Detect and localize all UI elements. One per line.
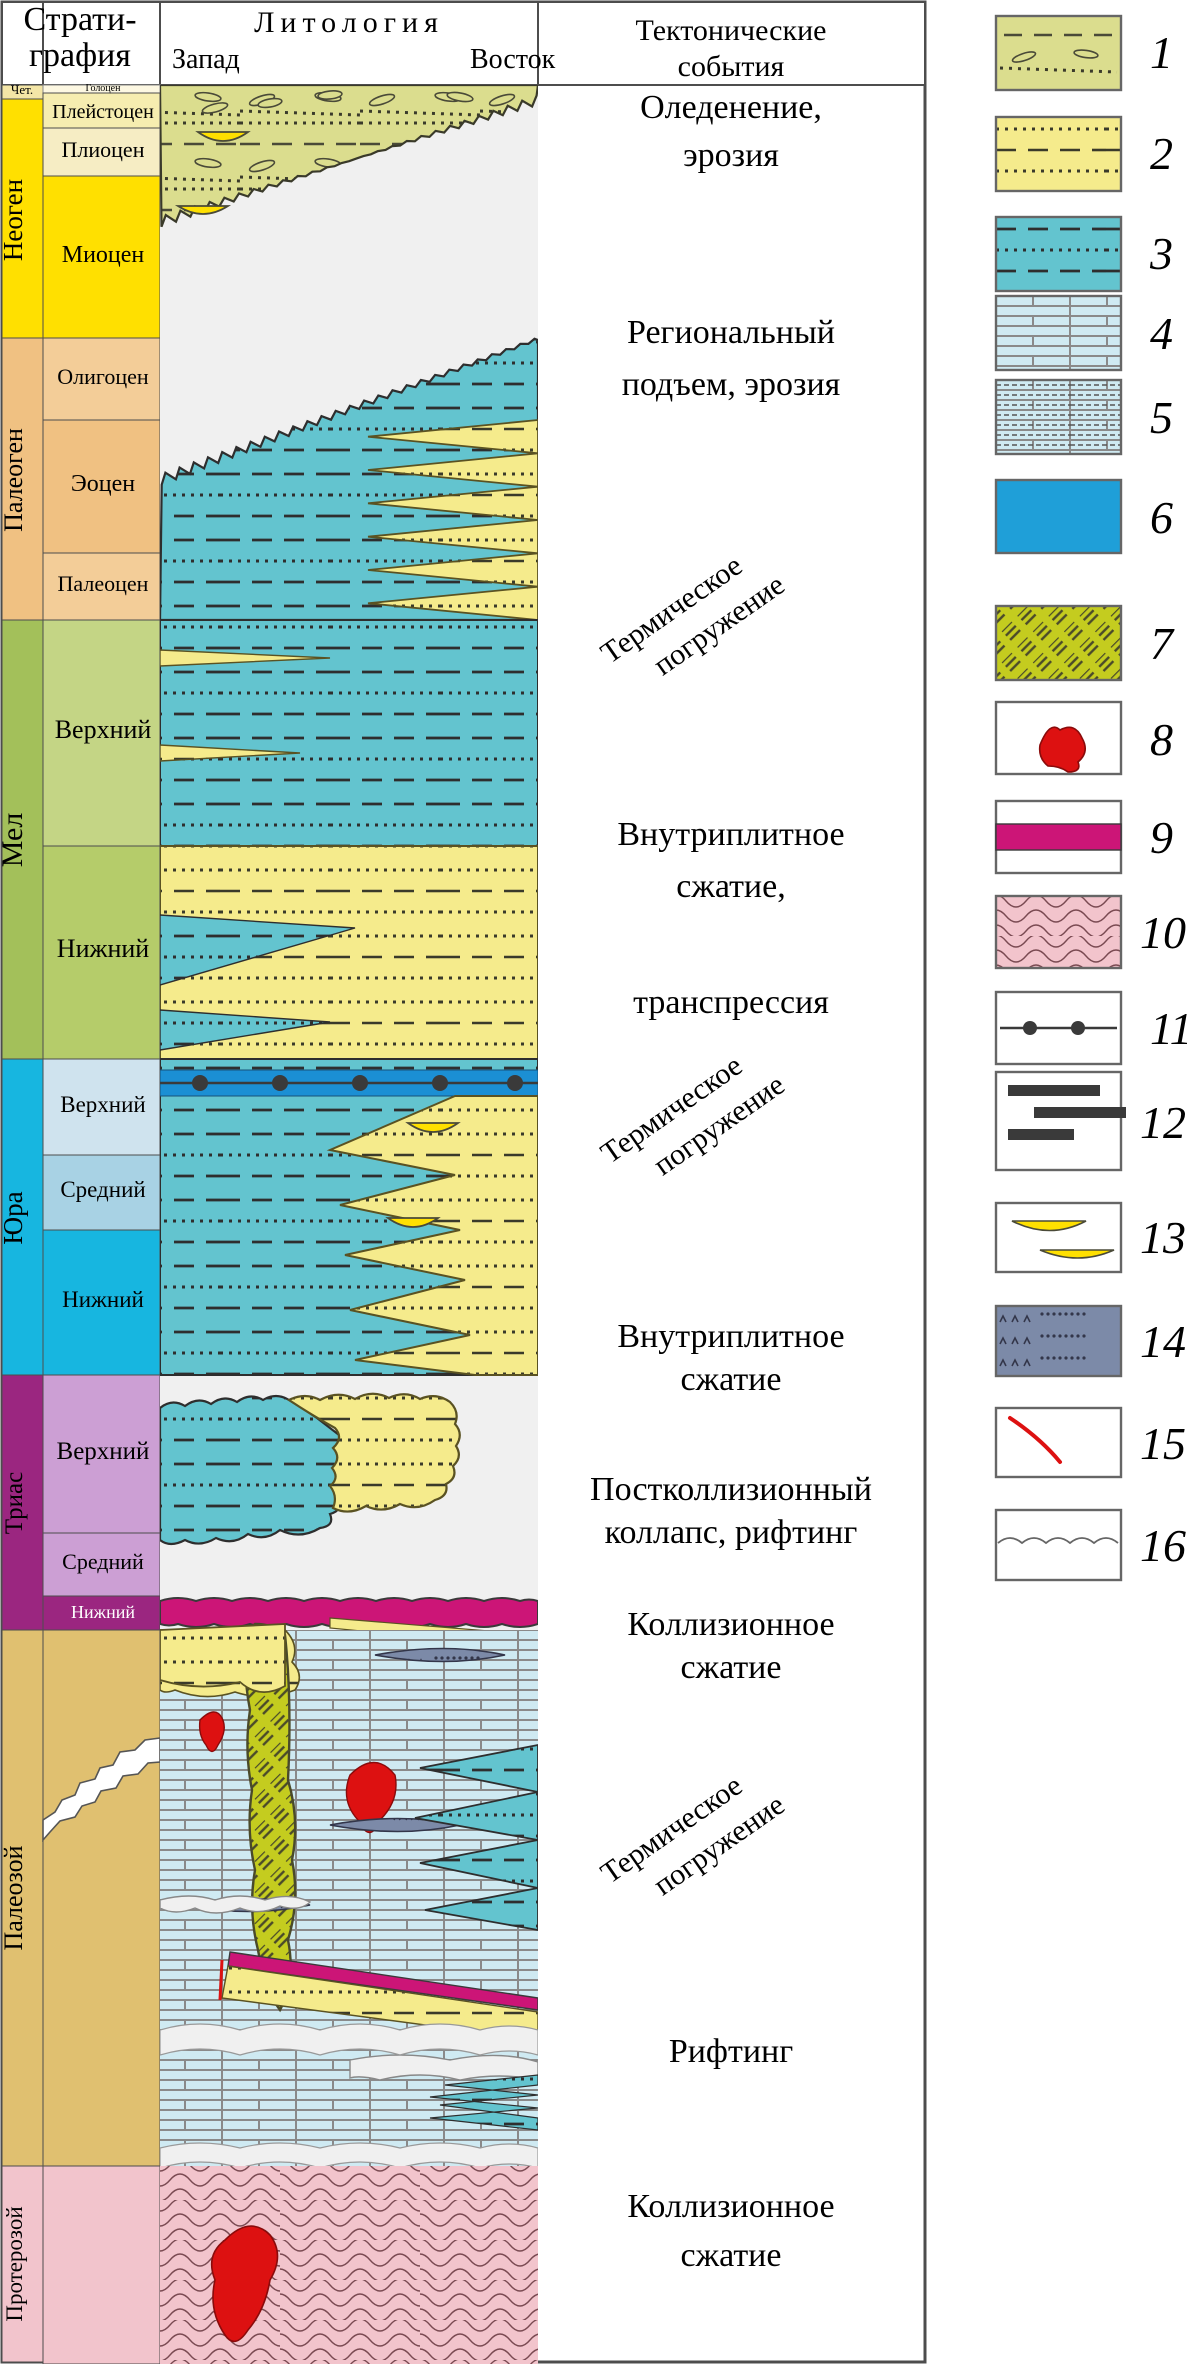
svg-text:Коллизионное: Коллизионное — [627, 1606, 834, 1643]
svg-text:Чет.: Чет. — [11, 82, 33, 97]
svg-text:14: 14 — [1140, 1316, 1186, 1367]
svg-text:Страти-: Страти- — [23, 1, 136, 38]
svg-text:коллапс, рифтинг: коллапс, рифтинг — [605, 1514, 858, 1551]
svg-text:16: 16 — [1140, 1520, 1186, 1571]
svg-text:Рифтинг: Рифтинг — [669, 2033, 793, 2070]
svg-text:Палеоцен: Палеоцен — [58, 571, 149, 596]
svg-text:сжатие: сжатие — [681, 1649, 782, 1686]
svg-text:Эоцен: Эоцен — [71, 471, 135, 497]
svg-text:эрозия: эрозия — [683, 137, 779, 174]
svg-text:Литология: Литология — [254, 6, 444, 39]
svg-text:Региональный: Региональный — [627, 314, 835, 351]
svg-text:8: 8 — [1150, 714, 1173, 765]
svg-text:Нижний: Нижний — [62, 1287, 144, 1312]
svg-text:Миоцен: Миоцен — [62, 242, 145, 268]
svg-text:Протерозой: Протерозой — [2, 2206, 27, 2321]
svg-text:Средний: Средний — [62, 1549, 144, 1574]
svg-text:Восток: Восток — [470, 44, 556, 75]
svg-text:подъем, эрозия: подъем, эрозия — [622, 366, 841, 403]
svg-text:Юра: Юра — [0, 1191, 28, 1244]
svg-text:2: 2 — [1150, 128, 1173, 179]
svg-text:Средний: Средний — [60, 1177, 145, 1202]
svg-text:Плейстоцен: Плейстоцен — [52, 101, 154, 123]
svg-text:сжатие: сжатие — [681, 1361, 782, 1398]
svg-text:Плиоцен: Плиоцен — [62, 137, 145, 162]
svg-text:3: 3 — [1149, 228, 1173, 279]
svg-text:Нижний: Нижний — [57, 934, 149, 963]
svg-text:10: 10 — [1140, 907, 1186, 958]
svg-text:Нижний: Нижний — [71, 1602, 135, 1622]
svg-text:Верхний: Верхний — [55, 715, 152, 744]
svg-text:6: 6 — [1150, 492, 1173, 543]
svg-text:Голоцен: Голоцен — [86, 83, 122, 94]
svg-text:9: 9 — [1150, 812, 1173, 863]
svg-text:4: 4 — [1150, 308, 1173, 359]
svg-text:сжатие,: сжатие, — [676, 868, 785, 905]
svg-text:Внутриплитное: Внутриплитное — [617, 1318, 844, 1355]
svg-text:7: 7 — [1150, 618, 1175, 669]
svg-text:13: 13 — [1140, 1212, 1186, 1263]
svg-text:Оледенение,: Оледенение, — [640, 89, 822, 126]
svg-text:Тектонические: Тектонические — [636, 14, 827, 47]
svg-text:Палеозой: Палеозой — [0, 1845, 28, 1950]
svg-text:Олигоцен: Олигоцен — [57, 364, 149, 389]
svg-text:5: 5 — [1150, 392, 1173, 443]
svg-text:15: 15 — [1140, 1418, 1186, 1469]
svg-text:Внутриплитное: Внутриплитное — [617, 816, 844, 853]
svg-text:1: 1 — [1150, 27, 1173, 78]
svg-text:графия: графия — [29, 37, 131, 74]
svg-text:Запад: Запад — [172, 44, 240, 75]
svg-text:Постколлизионный: Постколлизионный — [590, 1471, 872, 1508]
svg-text:Триас: Триас — [1, 1472, 28, 1534]
svg-text:Верхний: Верхний — [60, 1092, 145, 1117]
svg-text:12: 12 — [1140, 1097, 1186, 1148]
svg-text:Неоген: Неоген — [0, 179, 28, 261]
svg-text:Коллизионное: Коллизионное — [627, 2188, 834, 2225]
svg-text:Мел: Мел — [0, 813, 29, 868]
svg-text:события: события — [678, 50, 785, 83]
svg-text:сжатие: сжатие — [681, 2237, 782, 2274]
svg-text:транспрессия: транспрессия — [633, 984, 829, 1021]
svg-text:Палеоген: Палеоген — [0, 428, 28, 532]
svg-text:Верхний: Верхний — [57, 1438, 150, 1465]
svg-text:11: 11 — [1150, 1003, 1187, 1054]
